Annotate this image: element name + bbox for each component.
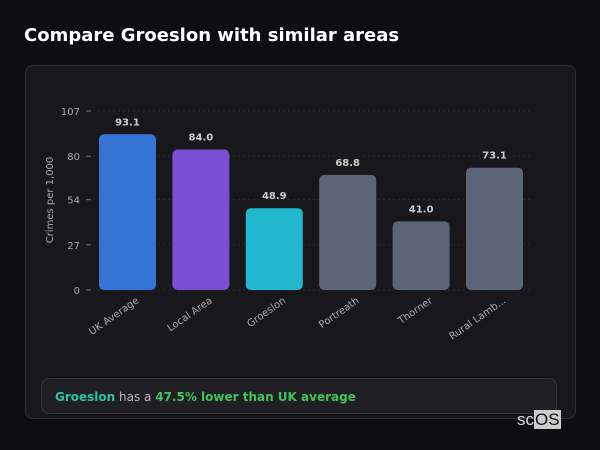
logo: scOS <box>517 410 561 430</box>
x-tick-label: Groeslon <box>245 295 288 329</box>
x-tick-label: Rural Lamb... <box>448 295 509 342</box>
data-label: 84.0 <box>189 132 214 143</box>
data-label: 41.0 <box>409 204 434 215</box>
page-title: Compare Groeslon with similar areas <box>24 25 400 46</box>
y-tick-label: 27 <box>67 241 80 252</box>
comparison-summary: Groeslon has a 47.5% lower than UK avera… <box>41 378 557 414</box>
bar[interactable] <box>466 167 523 290</box>
data-label: 73.1 <box>482 151 507 162</box>
data-label: 93.1 <box>115 117 140 128</box>
comparison-highlight: 47.5% lower than UK average <box>155 390 356 404</box>
bar[interactable] <box>172 149 230 290</box>
data-label: 68.8 <box>335 158 360 169</box>
y-tick-label: 0 <box>74 286 80 297</box>
x-tick-label: UK Average <box>87 295 141 337</box>
logo-text-b: OS <box>534 410 561 429</box>
bar[interactable] <box>99 134 156 290</box>
summary-text: has a <box>115 390 156 404</box>
bar[interactable] <box>245 208 303 290</box>
y-tick-label: 54 <box>67 196 80 207</box>
x-tick-label: Thorner <box>396 295 436 328</box>
y-tick-label: 80 <box>67 152 80 163</box>
data-label: 48.9 <box>262 191 287 202</box>
y-tick-label: 107 <box>61 107 80 118</box>
area-name: Groeslon <box>55 390 116 404</box>
bar[interactable] <box>319 174 377 290</box>
logo-text-a: sc <box>517 410 534 429</box>
x-tick-label: Local Area <box>166 295 215 334</box>
x-tick-label: Portreath <box>317 295 361 331</box>
y-axis-label: Crimes per 1,000 <box>45 157 56 244</box>
bar[interactable] <box>392 221 450 290</box>
